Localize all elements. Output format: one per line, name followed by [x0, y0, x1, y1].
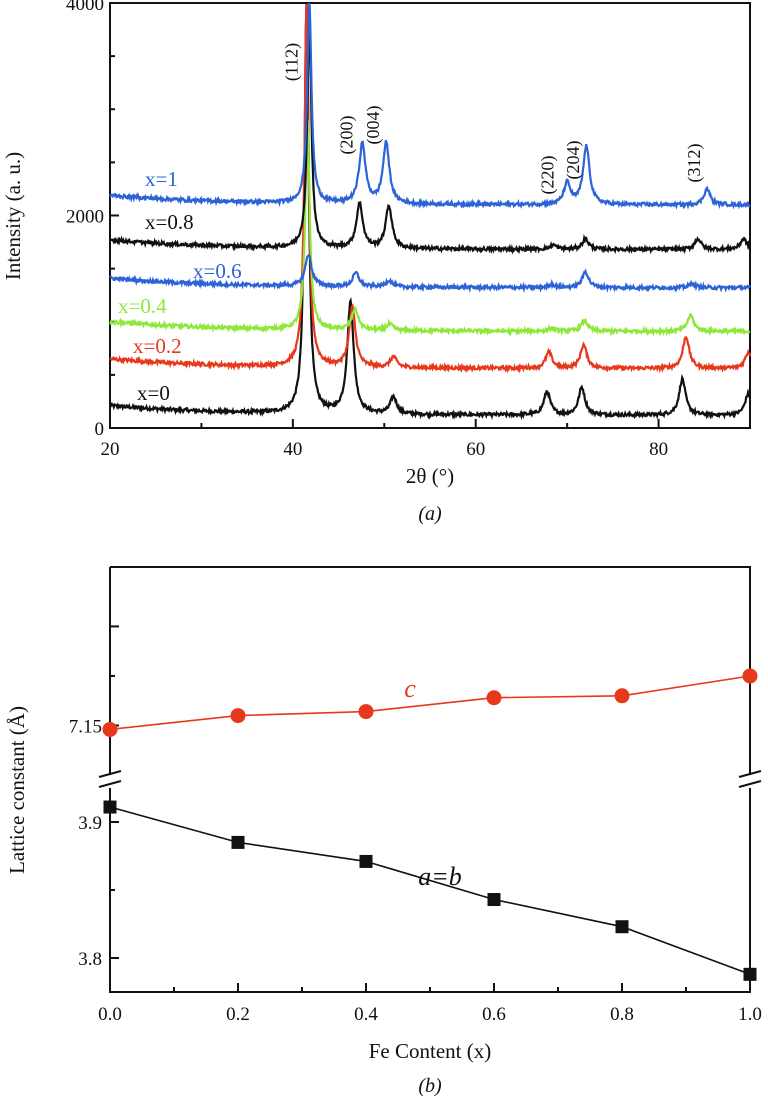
panel-b-xtick-label: 0.6: [482, 1004, 506, 1025]
xrd-series-x-0-6: [109, 254, 752, 294]
lattice-point-a-b: [103, 800, 117, 814]
lattice-point-a-b: [231, 835, 245, 849]
panel-a-y-ticks: 0 2000 4000: [66, 0, 119, 440]
panel-b: 0.0 0.2 0.4 0.6 0.8 1.0 7.15 3.8 3.9 c a=b Fe C…: [5, 566, 762, 1097]
peak-label-004: (004): [363, 106, 384, 145]
peak-label-200: (200): [336, 116, 357, 155]
panel-a-xlabel: 2θ (°): [406, 464, 454, 488]
series-label-x-0-2: x=0.2: [133, 334, 182, 358]
axis-break-left: [98, 770, 122, 788]
lattice-point-c: [102, 721, 118, 737]
panel-a-ytick-label: 0: [95, 419, 105, 440]
xrd-series-x-0: [109, 2, 752, 421]
peak-label-220: (220): [538, 156, 559, 195]
lattice-line-a-b: [109, 806, 751, 976]
panel-a-x-ticks: 20 40 60 80: [101, 419, 751, 460]
peak-label-204: (204): [563, 141, 584, 180]
panel-b-label: (b): [418, 1075, 442, 1097]
series-label-x-0-4: x=0.4: [118, 294, 167, 318]
lattice-point-a-b: [743, 967, 757, 981]
panel-b-y-ticks: 7.15 3.8 3.9: [69, 625, 119, 970]
panel-a-ytick-label: 4000: [66, 0, 104, 15]
peak-label-312: (312): [684, 144, 705, 183]
panel-b-ylabel: Lattice constant (Å): [5, 706, 29, 874]
series-label-x-0-6: x=0.6: [193, 259, 242, 283]
panel-b-series: [102, 668, 758, 981]
lattice-point-c: [614, 688, 630, 704]
series-label-x-0-8: x=0.8: [145, 210, 194, 234]
panel-b-ytick-label: 7.15: [69, 716, 102, 737]
series-label-a-b: a=b: [418, 862, 462, 891]
panel-b-xtick-label: 0.8: [610, 1004, 634, 1025]
lattice-point-a-b: [359, 854, 373, 868]
panel-a-xtick-label: 40: [283, 439, 302, 460]
lattice-point-a-b: [615, 920, 629, 934]
panel-a-ylabel: Intensity (a. u.): [1, 152, 25, 280]
panel-a-peak-labels: (112) (200) (004) (220) (204) (312): [282, 43, 705, 195]
panel-a-ytick-label: 2000: [66, 207, 104, 228]
xrd-series-x-0-2: [109, 4, 752, 374]
series-label-x-1: x=1: [145, 167, 178, 191]
lattice-point-c: [486, 690, 502, 706]
panel-b-ytick-label: 3.8: [78, 949, 102, 970]
panel-a-xtick-label: 20: [101, 439, 120, 460]
lattice-point-a-b: [487, 893, 501, 907]
panel-a-series-labels: x=0 x=0.2 x=0.4 x=0.6 x=0.8 x=1: [118, 167, 242, 405]
panel-b-ytick-label: 3.9: [78, 813, 102, 834]
xrd-series-x-0-8: [108, 28, 751, 255]
panel-b-xlabel: Fe Content (x): [369, 1039, 491, 1063]
panel-b-xtick-label: 0.2: [226, 1004, 250, 1025]
lattice-point-c: [230, 708, 246, 724]
panel-a-series: [108, 2, 752, 421]
lattice-point-c: [742, 668, 758, 684]
panel-a-xtick-label: 60: [466, 439, 485, 460]
series-label-c: c: [404, 674, 416, 703]
panel-b-xtick-label: 1.0: [738, 1004, 762, 1025]
xrd-series-x-0-4: [109, 119, 751, 337]
peak-label-112: (112): [282, 43, 303, 81]
xrd-series-x-1: [109, 2, 751, 210]
panel-a-xtick-label: 80: [649, 439, 668, 460]
panel-a-label: (a): [418, 503, 442, 525]
panel-b-x-ticks: 0.0 0.2 0.4 0.6 0.8 1.0: [98, 983, 762, 1025]
panel-b-xtick-label: 0.0: [98, 1004, 122, 1025]
lattice-line-c: [109, 675, 751, 731]
lattice-point-c: [358, 704, 374, 720]
panel-b-frame: [109, 566, 751, 993]
series-label-x-0: x=0: [137, 381, 170, 405]
axis-break-right: [738, 770, 762, 788]
panel-b-xtick-label: 0.4: [354, 1004, 378, 1025]
